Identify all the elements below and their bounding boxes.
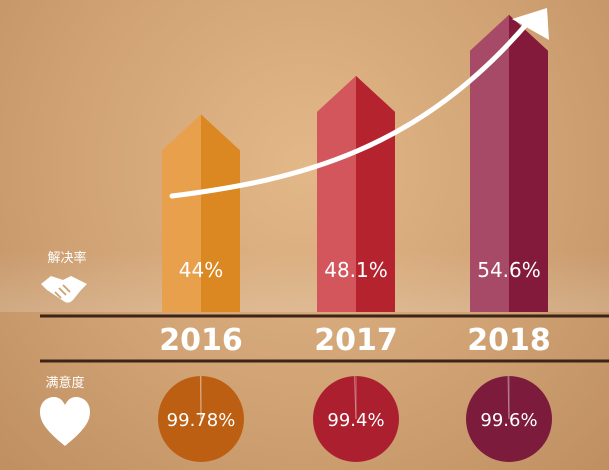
bar-value-2018: 54.6% <box>477 258 541 282</box>
year-labels: 2016 2017 2018 <box>159 323 551 358</box>
trend-arrowhead <box>512 8 549 40</box>
resolution-label: 解决率 <box>47 250 86 266</box>
year-label-2018: 2018 <box>467 323 551 358</box>
pie-series: 99.78% 99.4% 99.6% <box>158 375 552 462</box>
pie-2018 <box>466 376 552 462</box>
pie-value-2016: 99.78% <box>167 410 236 431</box>
satisfaction-label: 满意度 <box>45 375 84 391</box>
year-label-2016: 2016 <box>159 323 243 358</box>
bar-series: 44% 48.1% 54.6% <box>162 14 548 313</box>
pie-slice-edge-2018 <box>507 376 510 420</box>
bar-value-2016: 44% <box>179 258 223 282</box>
handshake-icon <box>41 276 87 303</box>
bar-2016-left-face <box>162 114 201 313</box>
bar-2017-left-face <box>317 75 356 312</box>
pie-slice-edge-2016 <box>199 375 202 420</box>
bar-2018-right-face <box>509 14 548 312</box>
bar-2018-left-face <box>470 14 509 312</box>
pie-value-2018: 99.6% <box>480 410 537 431</box>
trend-arrow <box>169 17 533 199</box>
year-label-2017: 2017 <box>314 323 398 358</box>
pie-2016 <box>158 376 244 462</box>
bar-2016-right-face <box>201 114 240 313</box>
bar-value-2017: 48.1% <box>324 258 388 282</box>
pie-value-2017: 99.4% <box>327 410 384 431</box>
heart-icon <box>40 397 90 446</box>
pie-slice-edge-2017 <box>353 376 357 420</box>
bar-2017-right-face <box>356 75 395 312</box>
pie-2017 <box>313 376 399 462</box>
